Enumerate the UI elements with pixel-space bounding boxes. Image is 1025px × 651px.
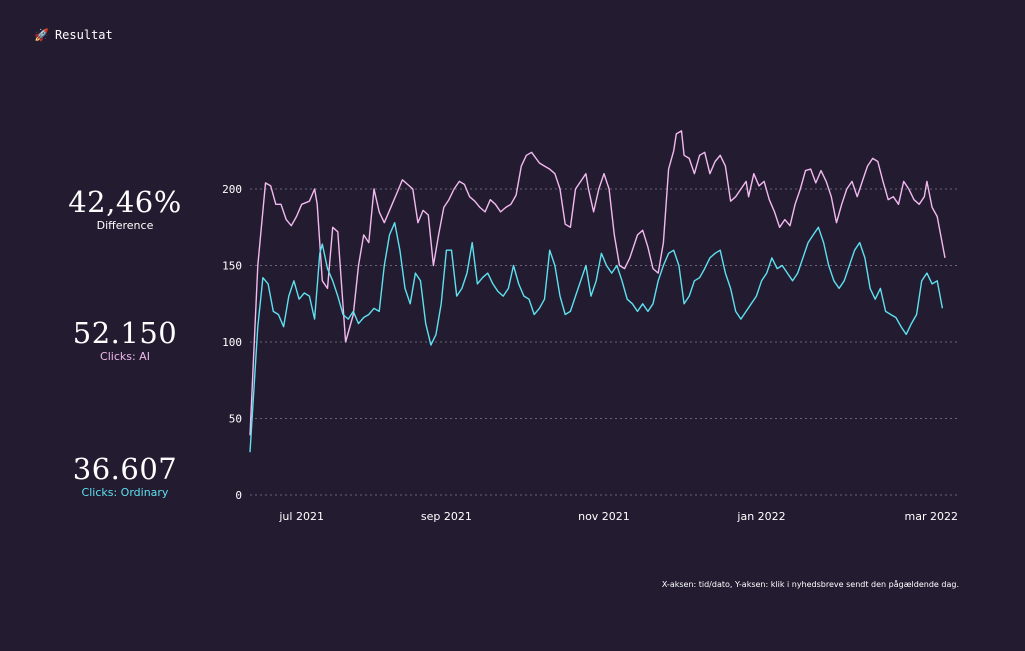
y-tick-label: 100 [222, 336, 242, 349]
series-line-ordinary [249, 222, 944, 453]
stat-ai: 52.150 Clicks: AI [40, 317, 210, 364]
y-tick-label: 200 [222, 183, 242, 196]
x-tick-label: jan 2022 [736, 510, 785, 523]
stat-difference-label: Difference [96, 219, 154, 232]
x-tick-label: jul 2021 [278, 510, 324, 523]
series-line-ai [249, 130, 946, 436]
footnote: X-aksen: tid/dato, Y-aksen: klik i nyhed… [661, 580, 959, 589]
stat-ordinary-value: 36.607 [72, 452, 178, 486]
stat-ai-value: 52.150 [72, 316, 178, 350]
header-title: Resultat [54, 28, 113, 42]
rocket-icon: 🚀 [34, 28, 49, 42]
stat-ai-label: Clicks: AI [100, 350, 150, 363]
stat-difference: 42,46% Difference [40, 186, 210, 233]
y-tick-label: 0 [235, 489, 242, 502]
x-tick-label: sep 2021 [421, 510, 472, 523]
stat-difference-value: 42,46% [68, 185, 182, 219]
x-tick-label: nov 2021 [578, 510, 630, 523]
stat-ordinary: 36.607 Clicks: Ordinary [40, 453, 210, 500]
header: 🚀 Resultat [34, 28, 113, 42]
y-tick-label: 150 [222, 260, 242, 273]
y-tick-label: 50 [229, 413, 242, 426]
stat-ordinary-label: Clicks: Ordinary [81, 486, 169, 499]
x-tick-label: mar 2022 [905, 510, 958, 523]
